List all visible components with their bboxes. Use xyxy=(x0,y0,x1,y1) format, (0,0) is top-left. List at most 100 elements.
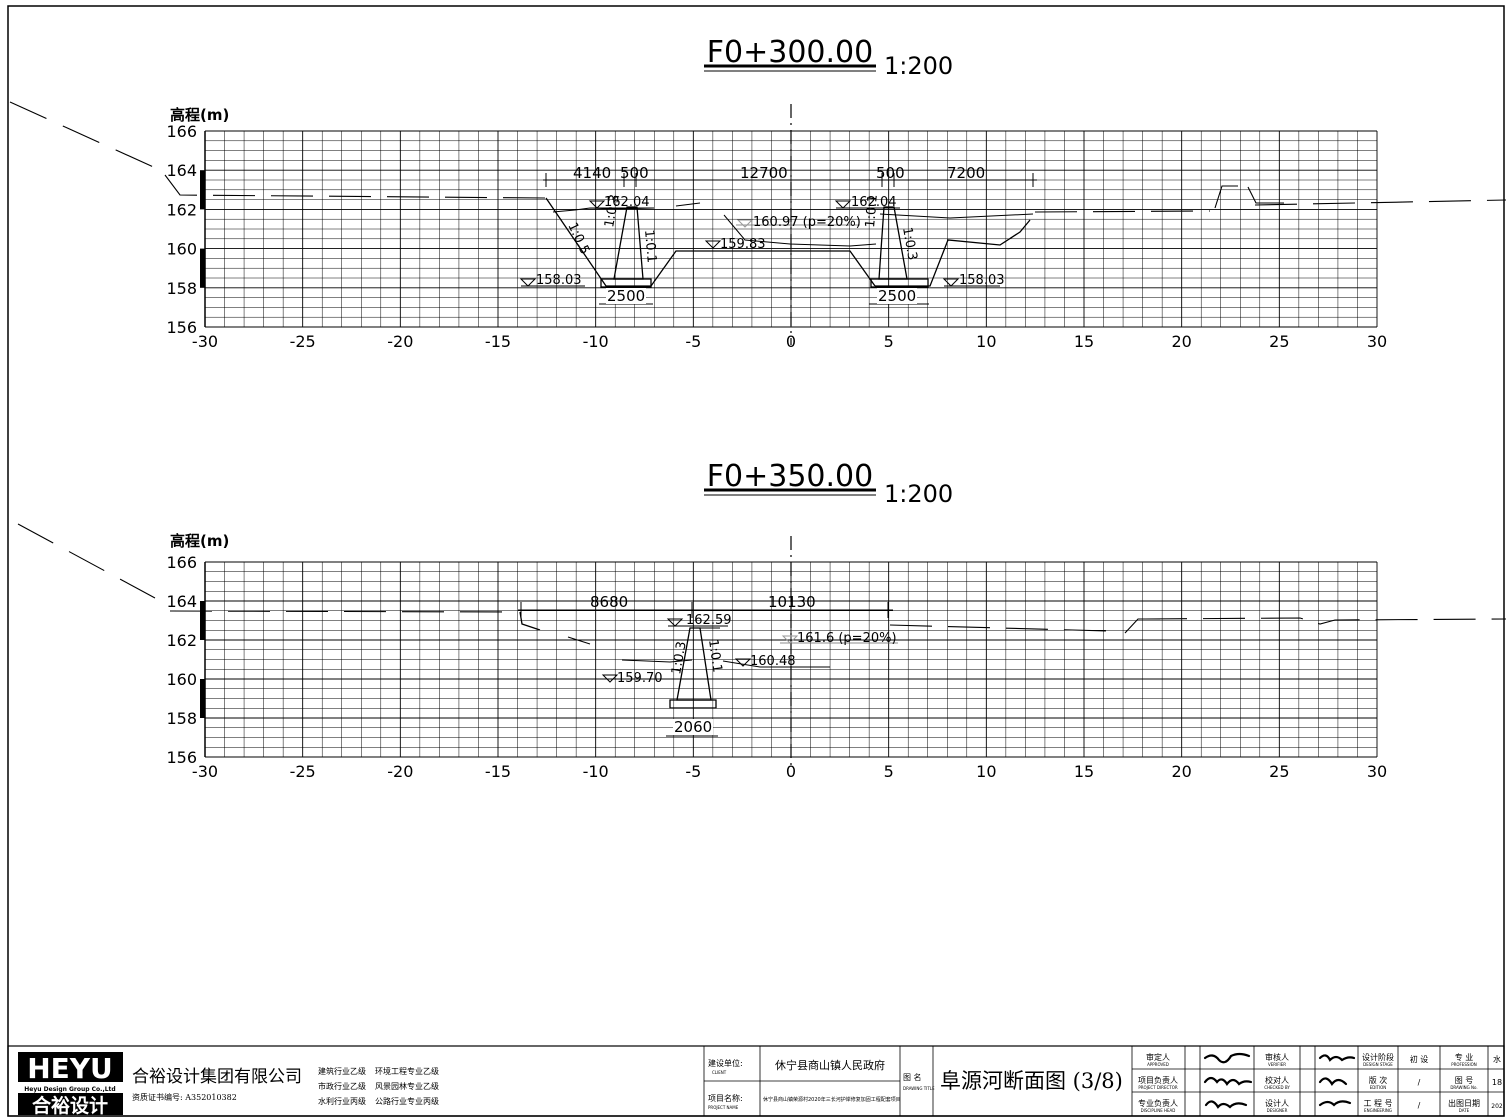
svg-text:/: / xyxy=(1418,1101,1421,1110)
original-ground-line xyxy=(1034,210,1211,213)
dimension-label: 7200 xyxy=(947,164,985,182)
ground-line xyxy=(1247,186,1284,204)
slope-label: 1:0.3 xyxy=(602,193,623,228)
svg-text:202: 202 xyxy=(1491,1103,1503,1110)
x-tick-label: -20 xyxy=(387,332,413,351)
svg-text:版 次: 版 次 xyxy=(1369,1075,1388,1085)
svg-text:18: 18 xyxy=(1492,1078,1502,1087)
svg-text:159.83: 159.83 xyxy=(720,237,766,252)
elevation-marker: 159.83 xyxy=(704,237,766,252)
original-ground-line xyxy=(169,610,517,613)
elevation-marker: 158.03 xyxy=(519,273,585,288)
y-axis-label: 高程(m) xyxy=(170,532,229,550)
y-axis-label: 高程(m) xyxy=(170,106,229,124)
svg-text:设计阶段: 设计阶段 xyxy=(1362,1052,1394,1062)
axis-scale-bar xyxy=(200,601,205,640)
original-ground-line xyxy=(17,523,156,599)
original-ground-line xyxy=(889,624,1111,632)
svg-text:出图日期: 出图日期 xyxy=(1448,1098,1480,1108)
x-tick-label: 20 xyxy=(1171,762,1191,781)
y-tick-label: 162 xyxy=(166,631,197,650)
drawing-title-label: 图 名 xyxy=(903,1072,922,1082)
cross-section-f0-300: F0+300.00 1:200 高程(m) 166 164 162 160 158 156… xyxy=(9,35,1506,351)
section-station-title: F0+300.00 xyxy=(707,35,873,70)
svg-text:158.03: 158.03 xyxy=(536,273,582,288)
x-tick-label: -25 xyxy=(290,762,316,781)
y-tick-label: 156 xyxy=(166,748,197,767)
x-tick-labels: -30 -25 -20 -15 -10 -5 0 5 10 15 20 25 30 xyxy=(192,762,1387,781)
svg-text:水: 水 xyxy=(1493,1054,1501,1064)
svg-text:160.97 (p=20%): 160.97 (p=20%) xyxy=(753,215,861,230)
elevation-marker: 162.04 xyxy=(588,195,653,210)
x-tick-label: -30 xyxy=(192,762,218,781)
y-tick-label: 164 xyxy=(166,161,197,180)
svg-text:水利行业丙级: 水利行业丙级 xyxy=(318,1096,366,1106)
elevation-marker: 162.59 xyxy=(666,613,732,628)
svg-text:162.04: 162.04 xyxy=(604,195,650,210)
axis-scale-bar xyxy=(200,248,205,288)
x-tick-label: 15 xyxy=(1074,762,1094,781)
x-tick-label: 30 xyxy=(1367,762,1387,781)
x-tick-label: -25 xyxy=(290,332,316,351)
signatures xyxy=(1203,1052,1356,1109)
y-tick-label: 166 xyxy=(166,553,197,572)
svg-text:初 设: 初 设 xyxy=(1410,1054,1429,1064)
dimension-label: 2060 xyxy=(674,718,712,736)
svg-text:DISCIPLINE HEAD: DISCIPLINE HEAD xyxy=(1141,1108,1176,1113)
original-ground-line xyxy=(164,174,547,199)
existing-surface xyxy=(879,213,1034,219)
existing-surface xyxy=(723,214,877,247)
y-tick-labels: 166 164 162 160 158 156 xyxy=(166,553,197,767)
existing-surface xyxy=(567,636,591,645)
dimension-label: 4140 xyxy=(573,164,611,182)
existing-surface xyxy=(675,202,701,207)
original-ground-line xyxy=(1254,199,1506,206)
section-scale: 1:200 xyxy=(884,52,953,80)
x-tick-label: 5 xyxy=(884,762,894,781)
title-block: HEYU Heyu Design Group Co.,Ltd 合裕设计 合裕设计… xyxy=(7,1045,1505,1117)
dimension-label: 500 xyxy=(876,164,905,182)
svg-text:158.03: 158.03 xyxy=(959,273,1005,288)
svg-text:DESIGN STAGE: DESIGN STAGE xyxy=(1363,1062,1393,1067)
slope-label: 1:0.3 xyxy=(899,226,920,261)
svg-text:设计人: 设计人 xyxy=(1265,1098,1289,1108)
y-tick-label: 156 xyxy=(166,318,197,337)
x-tick-label: 15 xyxy=(1074,332,1094,351)
svg-text:环境工程专业乙级: 环境工程专业乙级 xyxy=(375,1066,439,1076)
svg-text:合裕设计: 合裕设计 xyxy=(32,1094,108,1117)
svg-text:校对人: 校对人 xyxy=(1265,1075,1289,1085)
original-ground-line xyxy=(1144,617,1506,625)
svg-text:ENGINEERING: ENGINEERING xyxy=(1364,1108,1392,1113)
y-tick-label: 160 xyxy=(166,240,197,259)
x-tick-label: -5 xyxy=(685,762,701,781)
role-labels: 审定人 APPROVED 项目负责人 PROJECT DIRECTOR 专业负责… xyxy=(1138,1052,1503,1113)
dimension-label: 2500 xyxy=(607,287,645,305)
dimension-label: 2500 xyxy=(878,287,916,305)
existing-surface xyxy=(722,660,830,668)
svg-text:DATE: DATE xyxy=(1459,1108,1470,1113)
qualification-list: 建筑行业乙级 环境工程专业乙级 市政行业乙级 风景园林专业乙级 水利行业丙级 公… xyxy=(318,1066,439,1106)
company-name: 合裕设计集团有限公司 xyxy=(132,1067,302,1087)
project-name: 休宁县商山镇荣源村2020年三长河护岸修复加固工程配套项目 xyxy=(763,1096,901,1103)
elevation-marker: 162.04 xyxy=(834,195,900,210)
channel-left-bank xyxy=(545,197,651,287)
svg-text:市政行业乙级: 市政行业乙级 xyxy=(318,1081,366,1091)
ground-line xyxy=(1124,618,1160,634)
svg-text:项目负责人: 项目负责人 xyxy=(1138,1075,1178,1085)
elevation-marker-water-level: 160.97 (p=20%) xyxy=(736,215,861,230)
x-tick-label: 20 xyxy=(1171,332,1191,351)
elevation-marker: 160.48 xyxy=(734,654,796,669)
svg-text:HEYU: HEYU xyxy=(27,1052,113,1085)
svg-text:DESIGNER: DESIGNER xyxy=(1267,1108,1288,1113)
y-tick-label: 158 xyxy=(166,709,197,728)
x-tick-label: 10 xyxy=(976,332,996,351)
channel-bed-line xyxy=(650,250,876,287)
elevation-marker: 159.70 xyxy=(601,671,663,686)
dimension-ticks xyxy=(545,173,1034,187)
signature-table xyxy=(1132,1046,1504,1116)
x-tick-labels: -30 -25 -20 -15 -10 -5 0 5 10 15 20 25 30 xyxy=(192,332,1387,351)
slope-label: 1:0.1 xyxy=(705,638,724,673)
x-tick-label: 10 xyxy=(976,762,996,781)
y-tick-labels: 166 164 162 160 158 156 xyxy=(166,122,197,337)
